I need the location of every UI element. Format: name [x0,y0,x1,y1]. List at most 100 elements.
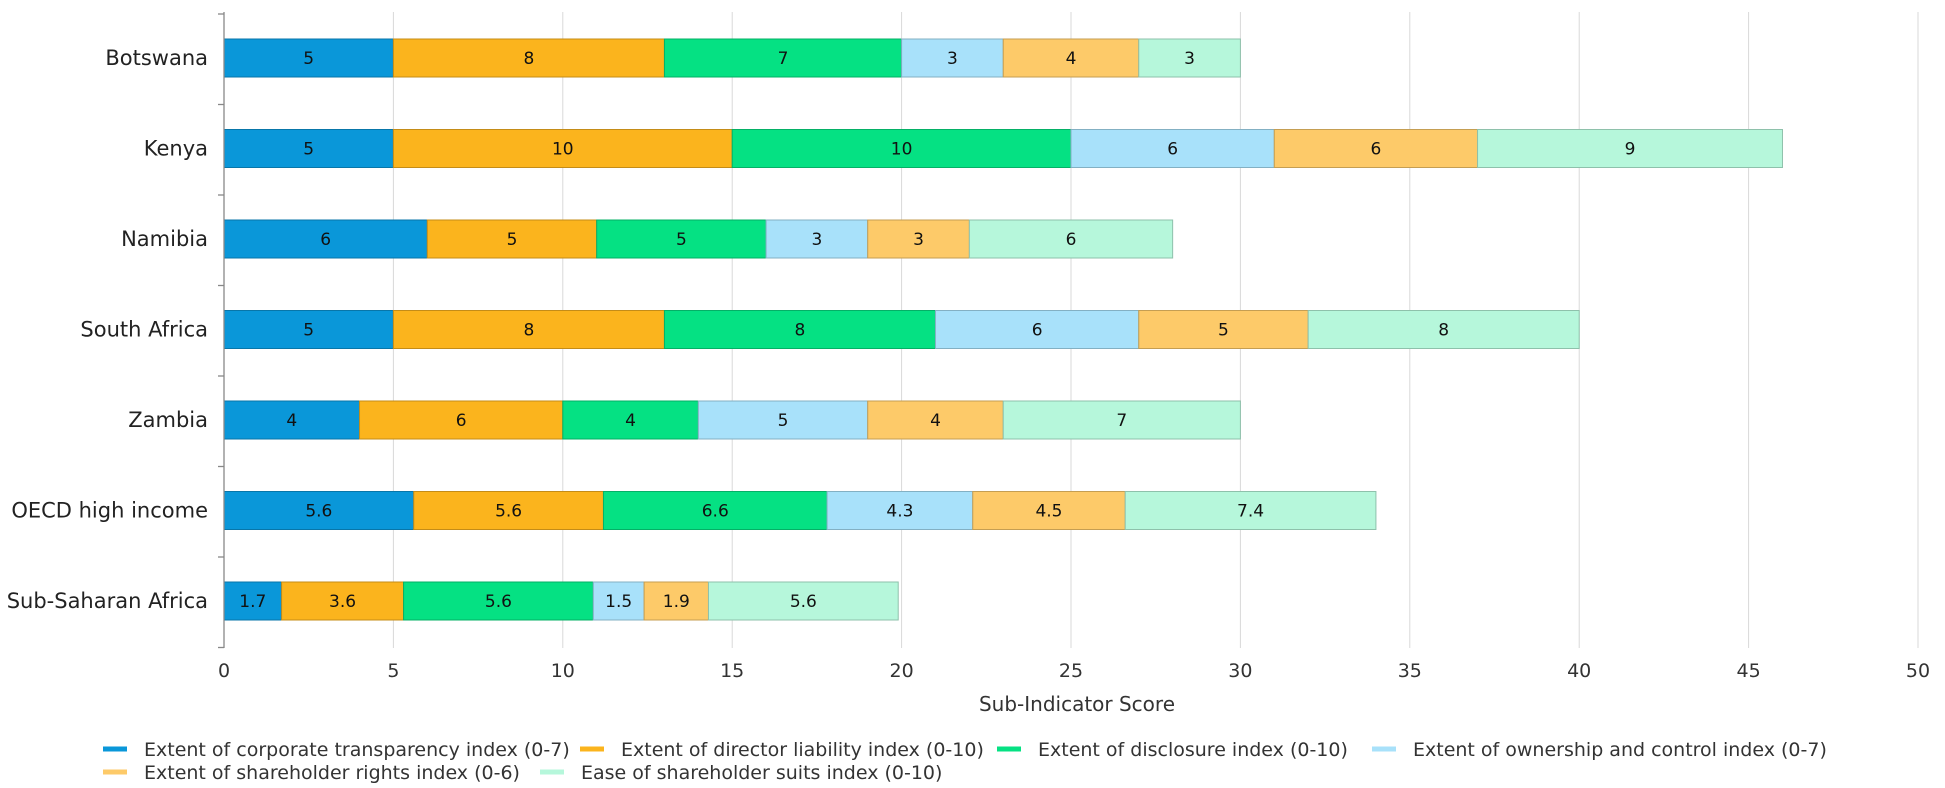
bar-value-label: 7 [1116,411,1127,431]
bar-value-label: 1.5 [605,592,632,612]
bar-segment [663,38,903,78]
x-axis-title: Sub-Indicator Score [979,692,1175,716]
bar-segment [1070,129,1275,168]
category-label: OECD high income [11,499,208,523]
x-tick-label: 50 [1906,660,1930,682]
bar-value-label: 9 [1625,140,1636,160]
bar-value-label: 5.6 [485,592,512,612]
bar-value-label: 5 [303,49,314,69]
legend-label: Extent of shareholder rights index (0-6) [144,762,520,784]
bar-value-label: 4.3 [886,502,913,522]
bar-value-label: 4 [1066,49,1077,69]
bar-value-label: 6 [320,230,331,250]
bar-value-label: 3 [1184,49,1195,69]
bar-segment [1002,38,1140,78]
x-tick-label: 10 [551,660,575,682]
bar-value-label: 5 [507,230,518,250]
x-tick-label: 15 [720,660,744,682]
x-tick-label: 45 [1737,660,1761,682]
bar-segment [1307,310,1580,349]
bar-value-label: 8 [524,321,535,341]
bar-value-label: 5 [676,230,687,250]
bar-value-label: 8 [524,49,535,69]
bar-segment [1477,129,1783,168]
bar-segment [867,219,970,259]
bar-segment [602,491,828,530]
bar-segment [223,400,361,440]
bar-segment [697,400,869,440]
bar-segment [592,581,645,621]
bar-segment [223,310,394,349]
bar-segment [223,129,394,168]
bar-value-label: 7 [778,49,789,69]
bar-segment [1002,400,1241,440]
legend-label: Extent of corporate transparency index (… [144,739,570,761]
category-label: South Africa [80,318,208,342]
bar-segment [972,491,1126,530]
bar-value-label: 5 [303,321,314,341]
bar-value-label: 3 [913,230,924,250]
bar-value-label: 8 [795,321,806,341]
bar-segment [392,310,665,349]
legend-label: Extent of ownership and control index (0… [1413,739,1827,761]
x-tick-label: 5 [387,660,399,682]
bar-segment [426,219,598,259]
bar-value-label: 1.7 [239,592,266,612]
bar-segment [968,219,1174,259]
bar-value-label: 6.6 [702,502,729,522]
bar-value-label: 3 [947,49,958,69]
bar-segment [281,581,405,621]
bar-value-label: 10 [552,140,574,160]
bar-value-label: 4.5 [1035,502,1062,522]
bar-segment [403,581,594,621]
bar-value-label: 3 [811,230,822,250]
bar-segment [392,129,733,168]
bar-value-label: 1.9 [663,592,690,612]
bar-value-label: 5 [303,140,314,160]
bar-segment [596,219,767,259]
category-label: Zambia [128,408,208,432]
bar-value-label: 6 [1032,321,1043,341]
bar-segment [867,400,1004,440]
bar-segment [643,581,709,621]
category-label: Botswana [105,46,208,70]
bar-value-label: 6 [1066,230,1077,250]
bar-value-label: 7.4 [1237,502,1264,522]
x-tick-label: 20 [890,660,914,682]
category-label: Namibia [121,227,208,251]
x-tick-label: 35 [1398,660,1422,682]
bar-segment [223,219,428,259]
bars: 5 8 7 3 4 3 5 10 10 6 6 9 6 5 5 3 3 6 5 8 8 6 5 8 4 6 4 5 4 7 5.6 5.6 6.… [223,38,1783,621]
bar-segment [901,38,1004,78]
bar-segment [1273,129,1479,168]
bar-value-label: 6 [1371,140,1382,160]
bar-value-label: 6 [1167,140,1178,160]
x-tick-label: 40 [1567,660,1591,682]
bar-segment [1124,491,1377,530]
axes: 0 5 10 15 20 25 30 35 40 45 50BotswanaKenyaNamibia… [7,12,1930,682]
bar-segment [1138,310,1309,349]
bar-value-label: 10 [891,140,913,160]
bar-value-label: 5 [778,411,789,431]
bar-segment [359,400,564,440]
bar-segment [562,400,699,440]
legend-label: Extent of director liability index (0-10… [621,739,984,761]
bar-value-label: 5.6 [305,502,332,522]
x-tick-label: 30 [1228,660,1252,682]
bar-segment [392,38,665,78]
bar-value-label: 4 [930,411,941,431]
category-label: Kenya [144,137,208,161]
legend-label: Extent of disclosure index (0-10) [1038,739,1348,761]
bar-value-label: 5.6 [495,502,522,522]
bar-value-label: 3.6 [329,592,356,612]
bar-segment [707,581,899,621]
bar-value-label: 4 [625,411,636,431]
bar-value-label: 4 [286,411,297,431]
bar-value-label: 5.6 [790,592,817,612]
bar-value-label: 5 [1218,321,1229,341]
bar-segment [765,219,869,259]
bar-segment [731,129,1072,168]
bar-value-label: 8 [1438,321,1449,341]
x-tick-label: 0 [218,660,230,682]
